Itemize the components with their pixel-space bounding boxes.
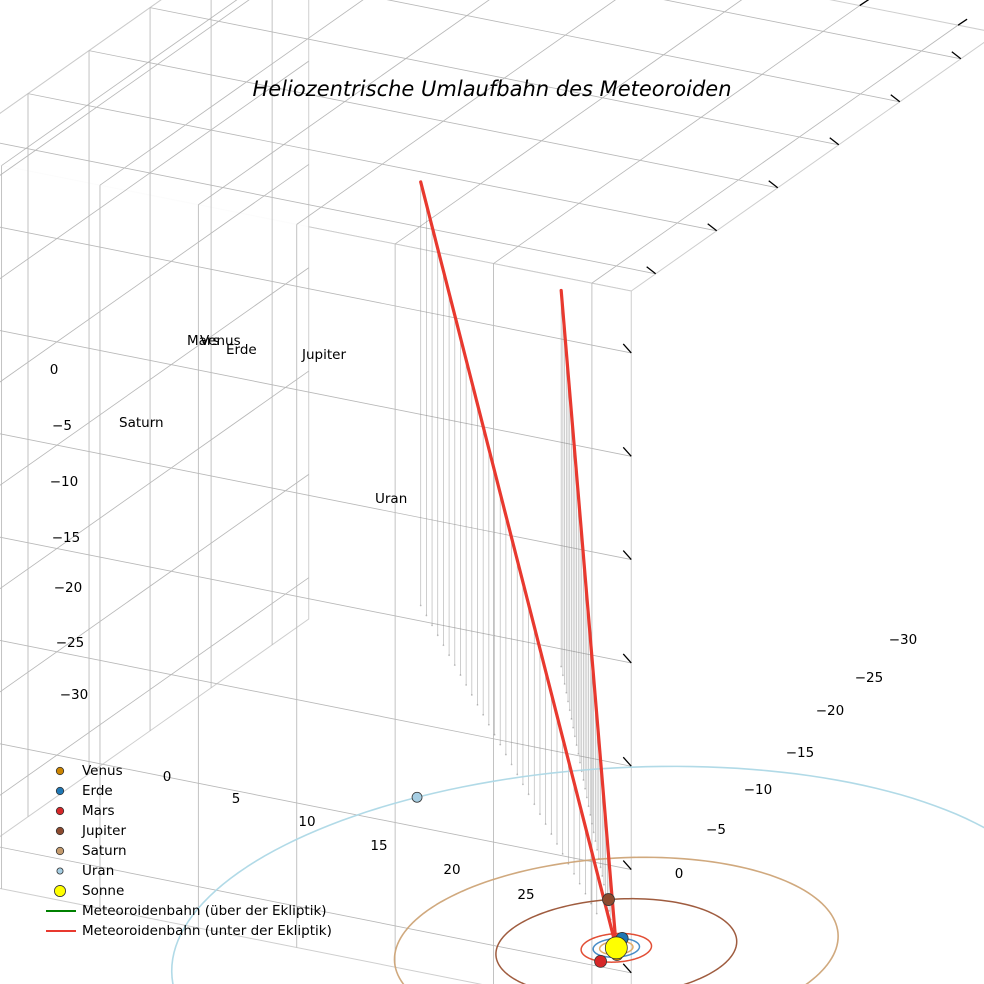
legend-marker-venus (55, 766, 65, 776)
y-tick-label-1: −5 (706, 822, 726, 838)
planet-marker-jupiter (602, 893, 615, 906)
legend-label-8: Meteoroidenbahn (unter der Ekliptik) (82, 923, 332, 939)
legend-label-5: Uran (82, 863, 114, 879)
x-tick-label-3: 15 (370, 838, 387, 854)
annotation-erde: Erde (226, 342, 257, 358)
axes-gridlines (0, 0, 961, 984)
legend-marker-mars (55, 806, 65, 816)
planet-marker-uran (411, 791, 423, 803)
x-tick-label-2: 10 (298, 814, 315, 830)
z-tick-label-3: −15 (52, 530, 81, 546)
legend-marker-jupiter (55, 826, 65, 836)
legend-marker-saturn (55, 846, 65, 856)
legend-label-2: Mars (82, 803, 115, 819)
y-tick-label-3: −15 (786, 745, 815, 761)
annotation-jupiter: Jupiter (301, 347, 346, 363)
y-tick-label-0: 0 (675, 866, 684, 882)
legend-marker-sonne (54, 885, 66, 897)
axis-tick-labels: 0 5 10 15 20 25 0 −5 −10 −15 −20 −25 −30 0 −5 −10 −15 −20… (50, 362, 918, 903)
annotation-mars: Mars (187, 333, 220, 349)
legend-marker-erde (55, 786, 65, 796)
legend-label-4: Saturn (82, 843, 127, 859)
y-tick-label-5: −25 (855, 670, 884, 686)
x-tick-label-1: 5 (232, 791, 241, 807)
y-tick-label-6: −30 (889, 632, 918, 648)
x-tick-label-5: 25 (517, 887, 534, 903)
legend-label-0: Venus (82, 763, 123, 779)
legend-label-1: Erde (82, 783, 113, 799)
legend-label-6: Sonne (82, 883, 124, 899)
planet-markers (411, 791, 629, 968)
planet-marker-sonne (604, 936, 628, 960)
page-title: Heliozentrische Umlaufbahn des Meteoroid… (252, 77, 731, 101)
z-tick-label-0: 0 (50, 362, 59, 378)
x-tick-label-0: 0 (163, 769, 172, 785)
z-tick-label-6: −30 (60, 687, 89, 703)
z-tick-label-4: −20 (54, 580, 83, 596)
z-tick-label-5: −25 (56, 635, 85, 651)
x-tick-label-4: 20 (443, 862, 460, 878)
z-tick-label-1: −5 (52, 418, 72, 434)
annotation-saturn: Saturn (119, 415, 164, 431)
legend: Venus Erde Mars Jupiter Saturn Uran Sonne Meteo… (46, 763, 332, 939)
meteoroid-trajectory (419, 180, 618, 950)
axis-tick-marks (622, 0, 968, 974)
annotation-venus: Venus (200, 333, 241, 349)
annotation-uran: Uran (375, 491, 407, 507)
z-tick-label-2: −10 (50, 474, 79, 490)
y-tick-label-4: −20 (816, 703, 845, 719)
legend-label-3: Jupiter (81, 823, 126, 839)
planet-marker-mars (594, 954, 607, 968)
y-tick-label-2: −10 (744, 782, 773, 798)
legend-label-7: Meteoroidenbahn (über der Ekliptik) (82, 903, 327, 919)
legend-marker-uran (56, 867, 64, 875)
